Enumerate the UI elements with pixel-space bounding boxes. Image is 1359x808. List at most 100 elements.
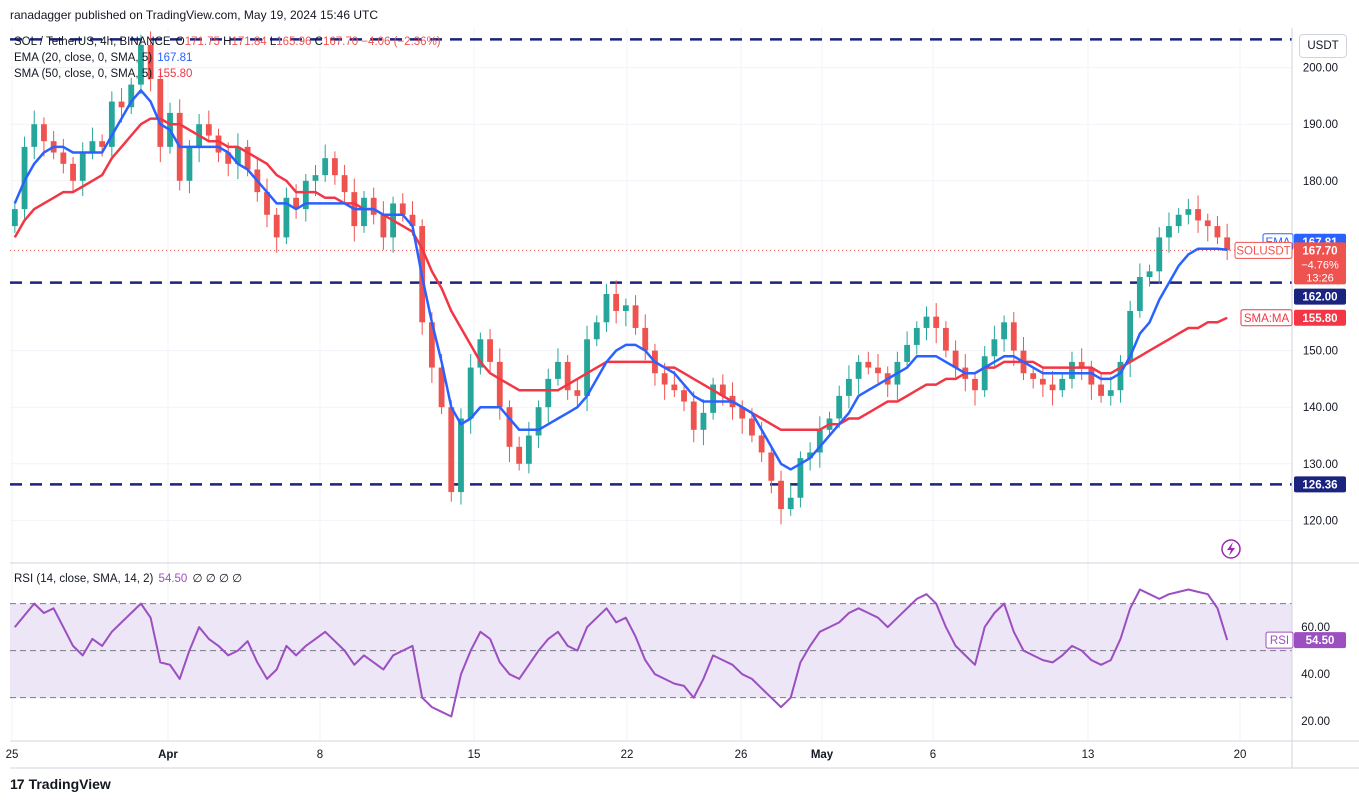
candle-body [525, 435, 532, 464]
legend-main[interactable]: SOL / TetherUS, 4h, BINANCE O171.75 H171… [14, 36, 441, 48]
price-tick-label: 200.00 [1303, 63, 1338, 75]
candle [778, 470, 784, 525]
legend-sma[interactable]: SMA (50, close, 0, SMA, 5) 155.80 [14, 68, 192, 80]
candle-body [797, 458, 804, 498]
candle-body [60, 152, 67, 164]
time-tick-label: 22 [621, 749, 634, 761]
candle-body [31, 124, 38, 147]
candle [205, 110, 212, 143]
candle [41, 117, 47, 157]
candle [322, 144, 329, 182]
price-tick-label: 150.00 [1303, 346, 1338, 358]
candle [516, 436, 523, 471]
candle [574, 380, 581, 409]
time-tick-label: 13 [1082, 749, 1095, 761]
time-tick-label: May [811, 749, 834, 761]
candle [264, 178, 270, 228]
candle-body [496, 361, 503, 408]
candle [186, 140, 193, 194]
candle-body [1117, 361, 1124, 391]
tradingview-logo-icon: 17 [10, 776, 25, 792]
currency-selector[interactable]: USDT [1299, 34, 1347, 58]
candle-body [778, 480, 784, 510]
candle [1185, 198, 1192, 225]
candle [952, 340, 959, 378]
legend-low: 165.96 [276, 36, 312, 48]
sma-tag-label: SMA:MA [1244, 313, 1290, 325]
candle-body [1098, 384, 1104, 396]
candle-body [409, 214, 416, 227]
candle [108, 91, 115, 160]
candle-body [991, 339, 998, 357]
candle [865, 351, 872, 375]
rsi-value-label-box [1294, 632, 1346, 649]
time-tick-label: 8 [317, 749, 323, 761]
candle [128, 77, 135, 115]
legend-rsi-label: RSI (14, close, SMA, 14, 2) [14, 573, 154, 585]
candle [768, 445, 775, 494]
candle [797, 451, 804, 508]
candle [1127, 300, 1134, 378]
legend-close: 167.70 [322, 36, 359, 48]
candle-body [128, 84, 135, 108]
candle-body [671, 384, 678, 391]
legend-rsi[interactable]: RSI (14, close, SMA, 14, 2) 54.50 ∅ ∅ ∅ … [14, 571, 242, 585]
candle-body [661, 373, 668, 385]
candle [467, 353, 474, 434]
symbol-value-box [1294, 242, 1346, 285]
candle [157, 72, 164, 163]
rsi-tick-label: 20.00 [1301, 716, 1330, 728]
candle-body [235, 146, 241, 164]
candle-body [739, 407, 746, 419]
candle [836, 385, 843, 429]
tradingview-brand[interactable]: 17 TradingView [10, 776, 111, 792]
candle [846, 365, 852, 409]
candle [942, 321, 949, 358]
candle-body [312, 175, 319, 181]
candle-body [283, 197, 290, 238]
price-tick-label: 120.00 [1303, 515, 1338, 527]
candle-body [846, 378, 852, 396]
candle-body [302, 180, 309, 210]
candle [816, 416, 823, 468]
candle-body [458, 418, 464, 493]
candle-body [681, 390, 687, 402]
symbol-value-label: 167.70 [1302, 245, 1337, 257]
legend-ema[interactable]: EMA (20, close, 0, SMA, 5) 167.81 [14, 52, 192, 64]
candle-body [1001, 322, 1007, 340]
candle-body [1166, 226, 1172, 238]
candle-body [21, 146, 28, 210]
candle-body [506, 407, 513, 447]
candle-body [1107, 390, 1114, 396]
legend-ema-value: 167.81 [157, 52, 193, 64]
candle [671, 370, 678, 398]
candle [875, 353, 881, 383]
time-tick-label: 25 [6, 749, 19, 761]
candle [1030, 366, 1037, 389]
candle [1107, 376, 1114, 406]
candle [138, 34, 144, 95]
symbol-change-label: −4.76% [1301, 259, 1339, 271]
candle [448, 400, 455, 502]
candle [1078, 348, 1085, 381]
price-tick-label: 180.00 [1303, 176, 1338, 188]
candle-body [516, 446, 523, 464]
candle-body [855, 361, 862, 379]
rsi-line [14, 588, 1229, 718]
level-162-label: 162.00 [1302, 292, 1337, 304]
candle [89, 127, 96, 160]
candle [1001, 315, 1007, 352]
level-126-label-box [1294, 476, 1346, 493]
legend-ema-label: EMA (20, close, 0, SMA, 5) [14, 52, 153, 64]
candle-body [361, 197, 367, 227]
candle-body [1078, 361, 1085, 368]
time-tick-label: 6 [930, 749, 936, 761]
candle [60, 138, 67, 174]
candle-body [273, 214, 280, 238]
candle-body [487, 339, 493, 362]
candle-body [118, 101, 125, 108]
candle-body [322, 158, 329, 176]
candle-body [1039, 378, 1046, 385]
candle-body [564, 361, 571, 391]
